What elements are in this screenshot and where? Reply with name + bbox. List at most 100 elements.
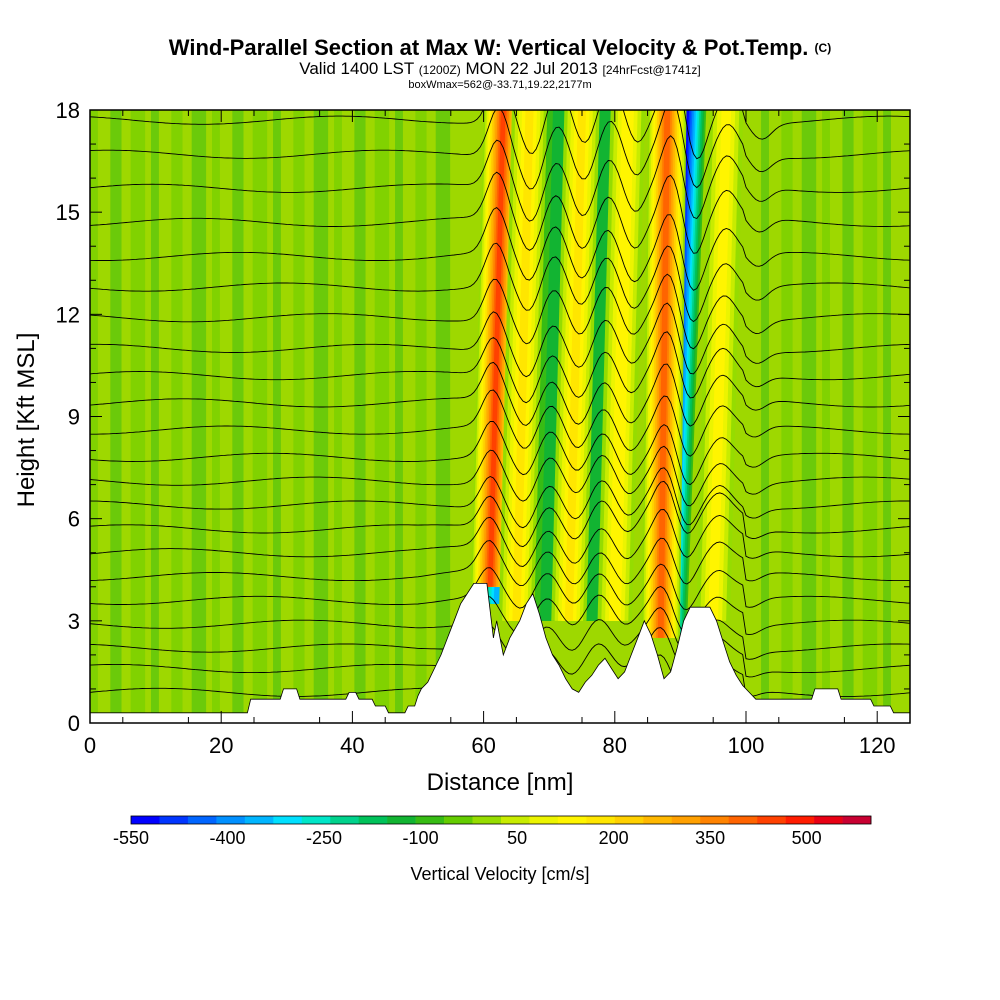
isentrope-line bbox=[90, 467, 910, 529]
y-tick-label: 3 bbox=[68, 609, 80, 634]
colorbar-tick-label: 500 bbox=[792, 828, 822, 848]
isentrope-line bbox=[90, 171, 910, 254]
colorbar-swatch bbox=[415, 816, 445, 824]
updraft-band-5 bbox=[641, 110, 687, 638]
plot-area bbox=[90, 110, 910, 723]
field-streak bbox=[191, 110, 207, 723]
updraft-band-layer bbox=[657, 110, 671, 638]
updraft-band-layer bbox=[708, 110, 732, 621]
isentrope-line bbox=[90, 361, 910, 427]
field-streak bbox=[313, 110, 329, 723]
title-block: Wind-Parallel Section at Max W: Vertical… bbox=[0, 36, 1000, 92]
updraft-band-layer bbox=[512, 110, 534, 621]
colorbar-tick-label: -250 bbox=[306, 828, 342, 848]
colorbar-frame bbox=[130, 815, 872, 825]
isentrope-line bbox=[90, 242, 910, 323]
field-streak bbox=[883, 110, 891, 723]
field-streak bbox=[781, 110, 793, 723]
colorbar-swatch bbox=[700, 816, 729, 824]
colorbar: -550 -400 -250 -100 50 200 350 500 bbox=[113, 815, 872, 848]
copyright-mark: (C) bbox=[814, 41, 832, 55]
isentrope-line bbox=[90, 445, 910, 507]
isentropes bbox=[90, 110, 910, 703]
isentrope-line bbox=[90, 302, 910, 378]
chart-title: Wind-Parallel Section at Max W: Vertical… bbox=[0, 36, 1000, 60]
field-streak bbox=[374, 110, 390, 723]
colorbar-swatch bbox=[557, 816, 587, 824]
field-streak bbox=[110, 110, 122, 723]
field-streak bbox=[232, 110, 244, 723]
y-tick-label: 18 bbox=[56, 98, 80, 123]
y-tick-label: 6 bbox=[68, 507, 80, 532]
colorbar-swatch bbox=[187, 816, 217, 824]
colorbar-swatch bbox=[330, 816, 359, 824]
colorbar-swatch bbox=[842, 816, 872, 824]
colorbar-swatch bbox=[501, 816, 530, 824]
field-streak bbox=[862, 110, 878, 723]
colorbar-swatch bbox=[586, 816, 616, 824]
field-streak bbox=[801, 110, 817, 723]
forecast-info: [24hrFcst@1741z] bbox=[602, 63, 701, 77]
colorbar-tick-label: -550 bbox=[113, 828, 149, 848]
x-tick-label: 100 bbox=[728, 733, 765, 758]
chart-title-text: Wind-Parallel Section at Max W: Vertical… bbox=[168, 35, 809, 60]
colorbar-swatch bbox=[273, 816, 303, 824]
colorbar-tick-label: -400 bbox=[210, 828, 246, 848]
y-tick-label: 9 bbox=[68, 405, 80, 430]
field-streak bbox=[130, 110, 146, 723]
colorbar-tick-label: 50 bbox=[507, 828, 527, 848]
isentrope-line bbox=[90, 585, 910, 636]
colorbar-swatch bbox=[728, 816, 758, 824]
field-streak bbox=[151, 110, 159, 723]
colorbar-swatch bbox=[131, 816, 160, 824]
field-streak bbox=[252, 110, 268, 723]
y-axis-label: Height [Kft MSL] bbox=[13, 333, 40, 508]
field-streak bbox=[354, 110, 366, 723]
isentrope-line bbox=[90, 537, 910, 587]
isentrope-line bbox=[90, 273, 910, 350]
colorbar-swatch bbox=[216, 816, 246, 824]
x-axis-label: Distance [nm] bbox=[427, 769, 574, 796]
colorbar-title: Vertical Velocity [cm/s] bbox=[410, 864, 589, 884]
colorbar-swatch bbox=[671, 816, 701, 824]
colorbar-swatch bbox=[814, 816, 843, 824]
isentrope-line bbox=[90, 509, 910, 567]
colorbar-swatch bbox=[444, 816, 473, 824]
isentrope-line bbox=[90, 480, 910, 548]
isentrope-line bbox=[90, 110, 910, 190]
updraft-band-6 bbox=[696, 110, 744, 621]
y-tick-label: 12 bbox=[56, 302, 80, 327]
colorbar-swatch bbox=[159, 816, 189, 824]
colorbar-tick-label: 350 bbox=[695, 828, 725, 848]
field-streak bbox=[334, 110, 342, 723]
colorbar-swatch bbox=[643, 816, 673, 824]
colorbar-swatch bbox=[785, 816, 815, 824]
isentrope-line bbox=[90, 421, 910, 486]
isentrope-line bbox=[90, 110, 910, 160]
field-streak bbox=[395, 110, 403, 723]
valid-time: Valid 1400 LST bbox=[299, 59, 414, 78]
updraft-band-layer bbox=[487, 110, 506, 587]
y-tick-label: 0 bbox=[68, 711, 80, 736]
field-streak bbox=[842, 110, 854, 723]
colorbar-tick-label: 200 bbox=[599, 828, 629, 848]
isentrope-line bbox=[90, 207, 910, 291]
isentrope-line bbox=[90, 331, 910, 404]
box-wmax-info: boxWmax=562@-33.71,19.22,2177m bbox=[408, 79, 592, 91]
colorbar-swatch bbox=[472, 816, 502, 824]
field-streak bbox=[822, 110, 830, 723]
colorbar-swatch bbox=[529, 816, 559, 824]
colorbar-swatch bbox=[614, 816, 644, 824]
colorbar-swatch bbox=[244, 816, 274, 824]
field-streak bbox=[212, 110, 220, 723]
field-streak bbox=[761, 110, 769, 723]
field-streak bbox=[435, 110, 451, 723]
x-tick-label: 120 bbox=[859, 733, 896, 758]
field-streak bbox=[293, 110, 305, 723]
field-streak bbox=[415, 110, 427, 723]
x-tick-label: 0 bbox=[84, 733, 96, 758]
x-tick-label: 80 bbox=[603, 733, 627, 758]
chart-subtitle: Valid 1400 LST (1200Z) MON 22 Jul 2013 [… bbox=[0, 60, 1000, 79]
x-tick-label: 60 bbox=[471, 733, 495, 758]
